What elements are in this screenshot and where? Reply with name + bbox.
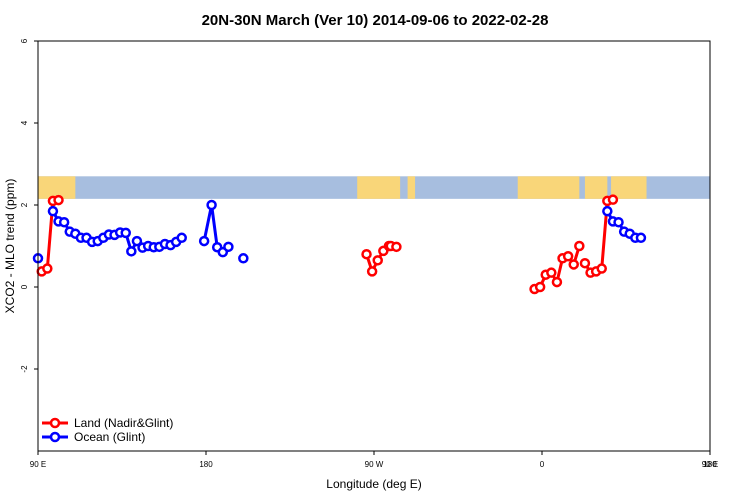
map-land-1 (357, 176, 401, 199)
x-tick-label-2: 90 W (365, 460, 384, 469)
series-ocean-point-1-23 (176, 232, 187, 244)
y-tick-label-0: -2 (20, 365, 29, 373)
series-ocean-point-1-0 (47, 205, 59, 217)
legend-label-ocean: Ocean (Glint) (74, 430, 145, 444)
x-axis-label: Longitude (deg E) (326, 477, 421, 491)
series-land-point-4-5 (607, 194, 619, 205)
series-land-point-3-7 (568, 259, 579, 270)
map-land-0 (38, 176, 76, 199)
x-tick-label-4: 90 E (702, 460, 718, 469)
plot-frame (37, 40, 711, 452)
series-ocean-point-2-4 (223, 241, 234, 253)
map-land-2 (407, 176, 416, 199)
series-land-point-2-1 (391, 241, 402, 253)
chart-title: 20N-30N March (Ver 10) 2014-09-06 to 202… (202, 12, 549, 29)
y-tick-label-3: 4 (20, 120, 29, 125)
map-land-3 (517, 176, 580, 199)
series-ocean-point-1-13 (120, 227, 131, 239)
series-land-point-1-2 (372, 255, 383, 266)
y-tick-label-4: 6 (20, 38, 29, 43)
series-land-point-3-1 (534, 281, 546, 293)
series-land-point-3-4 (551, 276, 563, 288)
legend-label-land: Land (Nadir&Glint) (74, 416, 173, 430)
legend-marker-land (49, 417, 61, 429)
map-land-5 (611, 176, 647, 199)
legend-marker-ocean (49, 431, 61, 443)
series-land-point-1-0 (361, 248, 372, 260)
series-ocean (32, 199, 647, 264)
y-tick-label-2: 2 (20, 202, 29, 207)
y-tick-label-1: 0 (20, 284, 29, 289)
series-land-point-1-1 (366, 266, 378, 277)
series-ocean-point-4-0 (602, 205, 613, 217)
series-ocean-point-4-2 (613, 216, 624, 228)
x-tick-label-0: 90 E (30, 460, 46, 469)
y-axis-label: XCO2 - MLO trend (ppm) (3, 179, 17, 314)
series-land-point-0-3 (53, 194, 64, 206)
legend: Land (Nadir&Glint) Ocean (Glint) (42, 416, 173, 444)
series-layer (32, 194, 647, 295)
x-tick-label-3: 0 (540, 460, 545, 469)
series-ocean-point-1-2 (58, 216, 70, 228)
x-tick-label-1: 180 (199, 460, 213, 469)
series-land-point-4-0 (579, 257, 591, 269)
series-land (36, 194, 619, 295)
series-ocean-point-3-0 (238, 253, 249, 264)
series-land-point-4-3 (596, 263, 607, 274)
map-land-4 (584, 176, 608, 199)
series-ocean-point-2-1 (206, 199, 217, 211)
x-tick-label-5: 180 (703, 460, 717, 469)
series-land-point-3-3 (546, 267, 557, 278)
y-axis-ticks: -2 0 2 4 6 (20, 38, 38, 373)
map-band (38, 176, 710, 199)
series-land-point-0-1 (42, 263, 53, 274)
series-ocean-point-4-6 (635, 232, 647, 244)
series-land-point-3-6 (562, 251, 574, 262)
series-ocean-point-1-14 (126, 246, 137, 257)
series-ocean-point-1-15 (131, 235, 143, 247)
series-land-point-3-8 (574, 240, 585, 252)
series-ocean-point-2-0 (198, 235, 210, 247)
